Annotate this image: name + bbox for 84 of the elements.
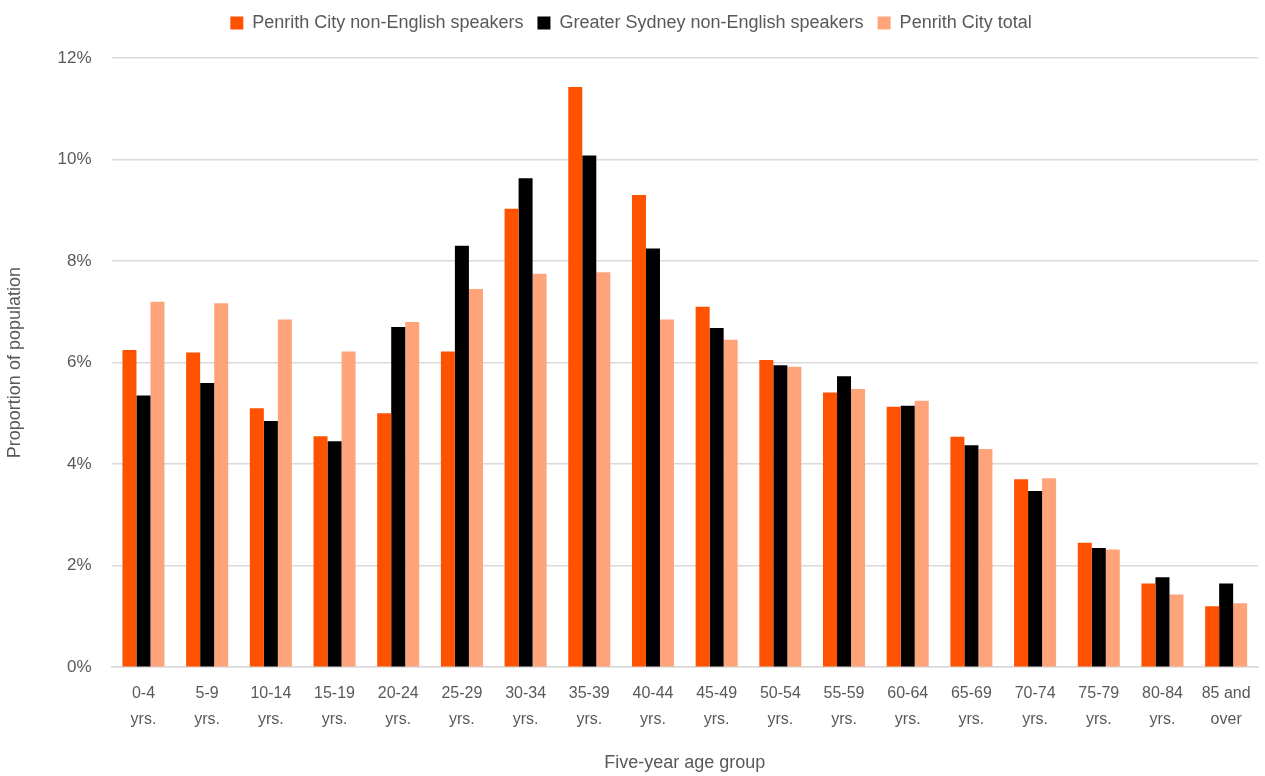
x-axis-title: Five-year age group bbox=[604, 752, 766, 773]
x-tick-label: 65-69 yrs. bbox=[950, 684, 992, 728]
bar bbox=[659, 319, 674, 667]
bar bbox=[1091, 547, 1106, 667]
y-axis-title: Proportion of population bbox=[3, 267, 24, 459]
x-tick-label: 80-84 yrs. bbox=[1142, 684, 1184, 728]
bar bbox=[978, 448, 993, 667]
x-tick-label: 75-79 yrs. bbox=[1078, 684, 1120, 728]
bar bbox=[568, 86, 583, 667]
bar bbox=[596, 272, 611, 667]
y-tick-label: 6% bbox=[67, 352, 92, 372]
x-tick-label: 10-14 yrs. bbox=[250, 684, 292, 728]
bar bbox=[1205, 606, 1220, 667]
bar bbox=[186, 352, 201, 667]
y-tick-label: 0% bbox=[67, 656, 92, 676]
bar bbox=[964, 445, 979, 667]
bar bbox=[1028, 491, 1043, 667]
bar bbox=[823, 392, 838, 667]
bar bbox=[405, 321, 420, 667]
bar bbox=[1155, 577, 1170, 667]
y-tick-label: 2% bbox=[67, 555, 92, 575]
bar bbox=[391, 327, 406, 667]
bar bbox=[723, 339, 738, 667]
x-tick-label: 60-64 yrs. bbox=[887, 684, 929, 728]
y-tick-label: 8% bbox=[67, 250, 92, 270]
bar bbox=[504, 208, 519, 667]
bar bbox=[136, 395, 151, 667]
bar bbox=[695, 306, 710, 667]
bar bbox=[759, 360, 774, 667]
bar bbox=[327, 441, 342, 667]
bar bbox=[950, 436, 965, 667]
bar bbox=[249, 408, 264, 667]
bar bbox=[631, 195, 646, 667]
bar bbox=[1141, 583, 1156, 667]
x-tick-label: 25-29 yrs. bbox=[441, 684, 483, 728]
bar bbox=[468, 288, 483, 667]
x-tick-label: 15-19 yrs. bbox=[314, 684, 356, 728]
bar bbox=[454, 245, 469, 667]
bar bbox=[773, 365, 788, 667]
bar bbox=[914, 400, 929, 667]
bar bbox=[313, 436, 328, 667]
x-tick-label: 30-34 yrs. bbox=[505, 684, 547, 728]
x-tick-label: 70-74 yrs. bbox=[1014, 684, 1056, 728]
bar bbox=[886, 406, 901, 667]
bar bbox=[787, 366, 802, 667]
bar bbox=[1042, 478, 1057, 667]
bar bbox=[645, 248, 660, 667]
x-tick-label: 50-54 yrs. bbox=[759, 684, 801, 728]
x-tick-label: 20-24 yrs. bbox=[377, 684, 419, 728]
x-tick-label: 5-9 yrs. bbox=[194, 684, 221, 728]
bar bbox=[200, 382, 215, 667]
bar bbox=[150, 301, 165, 667]
legend-label: Penrith City non-English speakers bbox=[252, 11, 524, 32]
x-tick-label: 55-59 yrs. bbox=[823, 684, 865, 728]
bar bbox=[709, 328, 724, 667]
bar bbox=[341, 351, 356, 667]
bar bbox=[214, 303, 229, 667]
bar bbox=[900, 405, 915, 667]
bar bbox=[1169, 594, 1184, 667]
bar bbox=[1105, 549, 1120, 667]
y-tick-label: 12% bbox=[57, 47, 92, 67]
bar bbox=[440, 351, 455, 667]
legend-label: Penrith City total bbox=[899, 11, 1032, 32]
x-tick-label: 0-4 yrs. bbox=[130, 684, 157, 728]
bar bbox=[263, 420, 278, 667]
y-tick-label: 4% bbox=[67, 453, 92, 473]
legend-label: Greater Sydney non-English speakers bbox=[559, 11, 864, 32]
bar bbox=[837, 376, 852, 667]
bar bbox=[1233, 603, 1248, 667]
bar bbox=[1077, 542, 1092, 667]
bar bbox=[277, 319, 292, 667]
bar bbox=[377, 413, 392, 667]
bar bbox=[582, 155, 597, 667]
bar bbox=[532, 273, 547, 667]
bar bbox=[1219, 583, 1234, 667]
bar bbox=[851, 389, 866, 667]
x-tick-label: 40-44 yrs. bbox=[632, 684, 674, 728]
bar bbox=[122, 349, 137, 667]
x-tick-label: 45-49 yrs. bbox=[696, 684, 738, 728]
x-tick-label: 85 and over bbox=[1201, 684, 1251, 728]
x-tick-label: 35-39 yrs. bbox=[568, 684, 610, 728]
bar bbox=[1014, 479, 1029, 667]
bar bbox=[518, 178, 533, 667]
y-tick-label: 10% bbox=[57, 149, 92, 169]
